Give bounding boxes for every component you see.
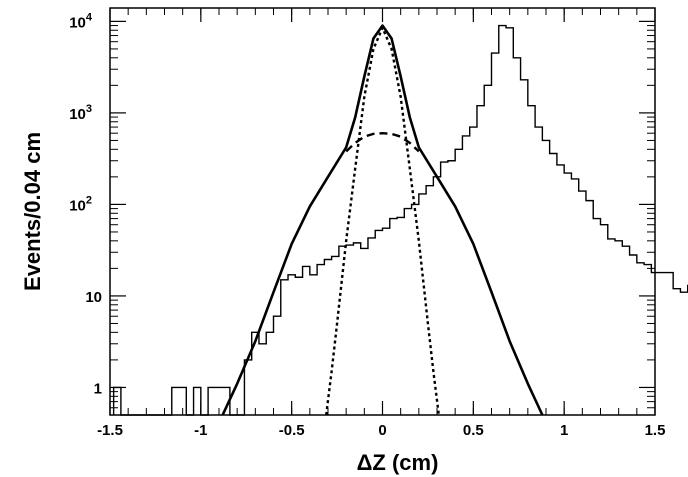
- y-axis-title: Events/0.04 cm: [20, 132, 45, 291]
- x-tick-label: 0.5: [463, 422, 484, 439]
- x-tick-label: -1: [194, 422, 207, 439]
- axis-ticks: [109, 8, 656, 416]
- x-axis-title: ΔZ (cm): [357, 450, 439, 475]
- y-tick-label: 103: [69, 103, 92, 123]
- plot-marks: [112, 24, 688, 416]
- x-tick-label: 0: [378, 422, 386, 439]
- y-tick-label: 102: [69, 194, 92, 214]
- x-tick-label: -0.5: [279, 422, 305, 439]
- y-tick-label: 10: [85, 289, 102, 306]
- fit-curve-solid: [221, 24, 544, 416]
- y-tick-label: 104: [69, 11, 93, 31]
- fit-curve-dotted: [324, 26, 441, 416]
- tick-labels: -1.5 -1 -0.5 0 0.5 1 1.5 1 10 102 103 104: [69, 11, 665, 439]
- x-tick-label: -1.5: [97, 422, 123, 439]
- x-tick-label: 1.5: [645, 422, 666, 439]
- histogram-data: [112, 24, 688, 416]
- y-tick-label: 1: [94, 380, 102, 397]
- x-tick-label: 1: [560, 422, 568, 439]
- fit-curve-dashed: [345, 131, 420, 153]
